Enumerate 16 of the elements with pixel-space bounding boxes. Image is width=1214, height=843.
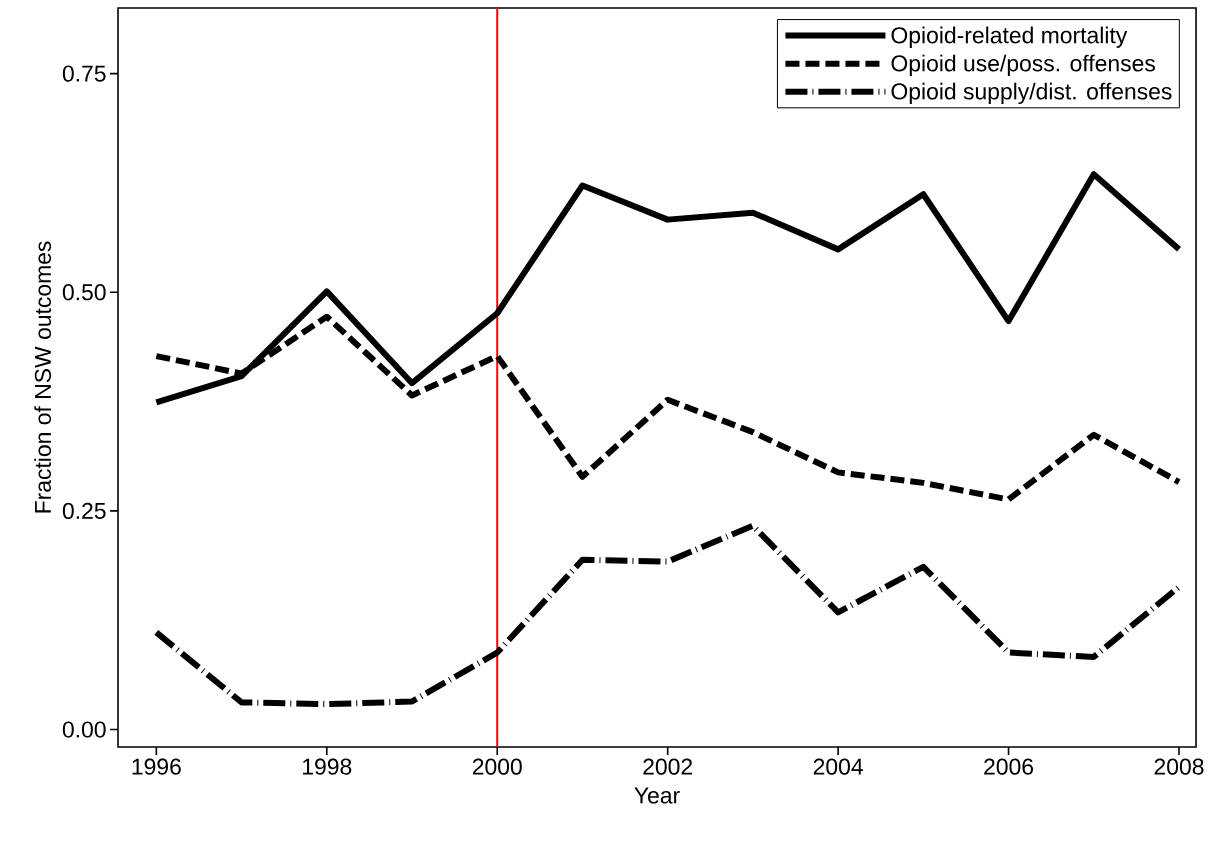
x-tick-label: 1996 bbox=[132, 758, 181, 775]
x-tick-label: 2008 bbox=[1154, 758, 1204, 775]
x-axis-title: Year bbox=[634, 787, 680, 804]
legend-label: Opioid-related mortality bbox=[891, 26, 1128, 48]
x-tick-label: 2006 bbox=[984, 758, 1034, 775]
y-tick-label: 0.25 bbox=[62, 502, 106, 519]
y-tick-label: 0.75 bbox=[62, 65, 106, 82]
x-tick-label: 2004 bbox=[813, 758, 863, 775]
y-axis-title: Fraction of NSW outcomes bbox=[34, 241, 52, 513]
legend-label: Opioid supply/dist. offenses bbox=[891, 82, 1172, 105]
x-tick-label: 1998 bbox=[303, 758, 352, 775]
y-tick-label: 0.50 bbox=[62, 284, 106, 301]
legend-label: Opioid use/poss. offenses bbox=[891, 54, 1155, 76]
y-tick-label: 0.00 bbox=[62, 721, 106, 738]
x-tick-label: 2002 bbox=[643, 758, 692, 775]
x-tick-label: 2000 bbox=[472, 758, 522, 775]
